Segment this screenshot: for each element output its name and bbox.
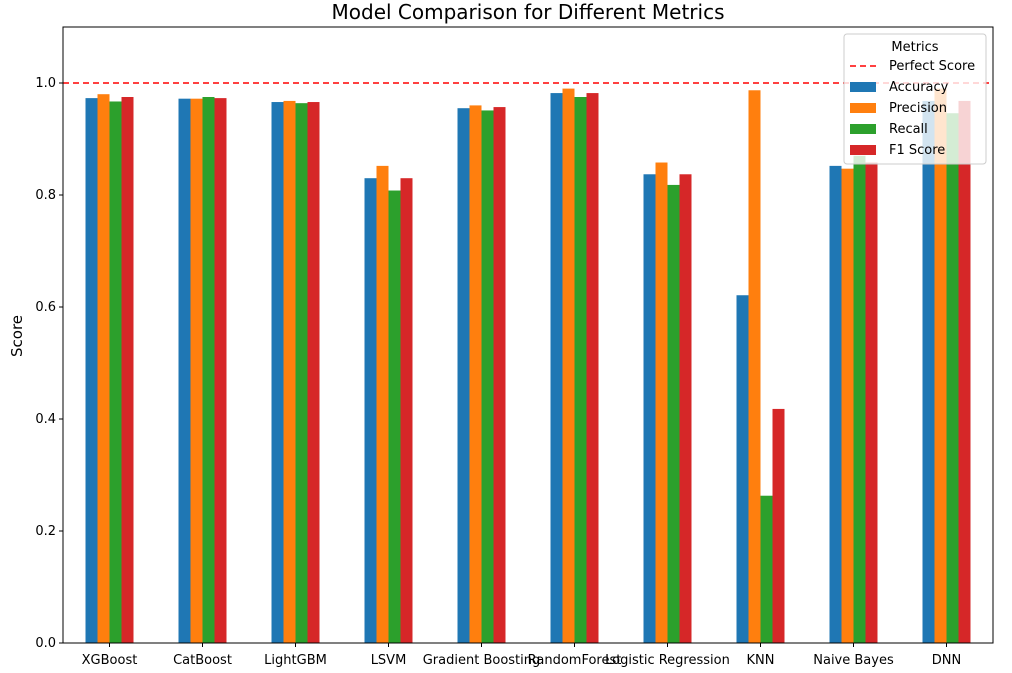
bar-recall-lsvm (388, 190, 401, 643)
bar-precision-naive-bayes (841, 168, 854, 643)
bar-accuracy-knn (736, 295, 749, 643)
x-tick-label: RandomForest (528, 653, 622, 668)
bar-f1-score-dnn (958, 100, 971, 644)
legend-label-accuracy: Accuracy (889, 80, 949, 95)
legend-swatch-f1-score (850, 145, 876, 155)
bar-recall-randomforest (574, 97, 587, 643)
legend-swatch-precision (850, 103, 876, 113)
bar-precision-lightgbm (283, 100, 296, 644)
bar-precision-catboost (190, 98, 203, 644)
chart-title: Model Comparison for Different Metrics (332, 0, 725, 24)
bar-accuracy-xgboost (85, 98, 98, 644)
y-axis-label: Score (8, 315, 26, 357)
x-tick-label: Logistic Regression (605, 653, 730, 668)
x-tick-label: LightGBM (264, 653, 327, 668)
legend-swatch-accuracy (850, 82, 876, 92)
bars-layer (85, 88, 971, 644)
legend-title: Metrics (891, 40, 938, 55)
bar-precision-dnn (934, 88, 947, 644)
y-tick-label: 0.4 (35, 412, 56, 427)
legend-box (843, 33, 987, 165)
bar-recall-catboost (202, 97, 215, 643)
legend-label-f1-score: F1 Score (889, 143, 945, 158)
bar-f1-score-naive-bayes (865, 162, 878, 643)
bar-precision-lsvm (376, 165, 389, 643)
x-tick-label: CatBoost (173, 653, 232, 668)
bar-f1-score-lsvm (400, 178, 413, 643)
bar-precision-xgboost (97, 94, 110, 643)
bar-f1-score-xgboost (121, 97, 134, 643)
x-tick-label: KNN (747, 653, 775, 668)
x-tick-label: Naive Bayes (813, 653, 894, 668)
legend-label-precision: Precision (889, 101, 947, 116)
y-tick-label: 0.2 (35, 524, 56, 539)
x-tick-label: LSVM (371, 653, 407, 668)
legend-label-perfect-score: Perfect Score (889, 59, 975, 74)
bar-recall-xgboost (109, 101, 122, 644)
bar-precision-gradient-boosting (469, 105, 482, 643)
bar-f1-score-gradient-boosting (493, 107, 506, 643)
y-tick-label: 0.6 (35, 300, 56, 315)
bar-accuracy-lightgbm (271, 102, 284, 644)
bar-precision-logistic-regression (655, 162, 668, 643)
y-tick-label: 0.0 (35, 636, 56, 651)
bar-recall-dnn (946, 113, 959, 644)
bar-accuracy-logistic-regression (643, 174, 656, 643)
legend-label-recall: Recall (889, 122, 928, 137)
bar-recall-gradient-boosting (481, 110, 494, 643)
y-axis-ticks: 0.0 0.2 0.4 0.6 0.8 1.0 (35, 76, 63, 651)
bar-f1-score-lightgbm (307, 102, 320, 644)
y-tick-label: 1.0 (35, 76, 56, 91)
bar-precision-randomforest (562, 88, 575, 644)
y-tick-label: 0.8 (35, 188, 56, 203)
bar-recall-lightgbm (295, 103, 308, 643)
legend-swatch-recall (850, 124, 876, 134)
x-tick-label: XGBoost (82, 653, 138, 668)
x-tick-label: DNN (932, 653, 961, 668)
bar-precision-knn (748, 90, 761, 643)
bar-recall-logistic-regression (667, 184, 680, 644)
x-axis-ticks: XGBoost CatBoost LightGBM LSVM Gradient Boos… (82, 643, 961, 668)
bar-accuracy-catboost (178, 98, 191, 644)
bar-accuracy-gradient-boosting (457, 108, 470, 643)
bar-accuracy-randomforest (550, 93, 563, 643)
bar-accuracy-lsvm (364, 178, 377, 643)
bar-accuracy-naive-bayes (829, 165, 842, 643)
legend: Metrics Perfect Score Accuracy Precision Re… (843, 33, 987, 165)
bar-recall-knn (760, 495, 773, 643)
x-tick-label: Gradient Boosting (423, 653, 541, 668)
bar-f1-score-catboost (214, 98, 227, 644)
bar-recall-naive-bayes (853, 155, 866, 644)
bar-accuracy-dnn (922, 100, 935, 644)
plot-frame (62, 26, 994, 644)
bar-f1-score-knn (772, 408, 785, 643)
bar-f1-score-logistic-regression (679, 174, 692, 643)
bar-f1-score-randomforest (586, 93, 599, 643)
